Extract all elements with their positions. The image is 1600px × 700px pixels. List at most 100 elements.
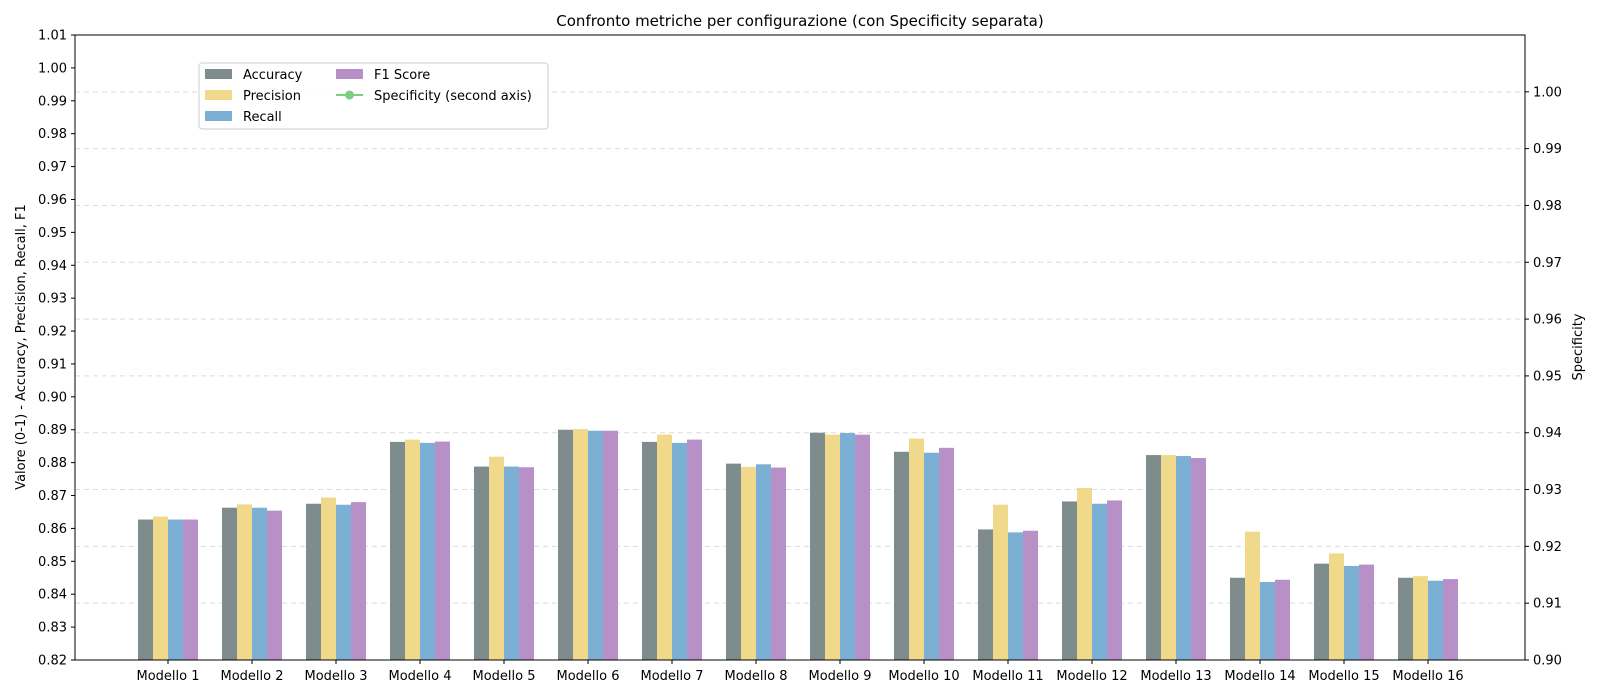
grid-lines [75,91,1525,661]
bars-group [138,429,1458,660]
y-tick-label: 0.94 [38,259,67,274]
x-tick-label: Modello 12 [1056,669,1127,684]
bar-recall [420,442,435,660]
x-tick-label: Modello 9 [808,669,871,684]
legend-label: Precision [243,89,301,104]
y-tick-label: 0.89 [38,423,67,438]
bar-f1-score [771,467,786,660]
legend-swatch [336,69,363,79]
bar-precision [573,429,588,660]
bar-precision [153,516,168,660]
bar-recall [840,433,855,660]
bar-recall [1428,580,1443,660]
legend-label: F1 Score [374,68,430,83]
bar-f1-score [603,430,618,660]
bar-accuracy [306,503,321,660]
y-tick-label: 0.92 [38,325,67,340]
bar-f1-score [1023,530,1038,660]
legend-label: Specificity (second axis) [374,89,532,104]
legend-swatch [205,69,232,79]
bar-precision [1413,576,1428,660]
bar-f1-score [1275,579,1290,660]
bar-f1-score [939,447,954,660]
bar-precision [657,434,672,660]
bar-precision [825,434,840,660]
bar-precision [741,466,756,660]
bar-recall [756,464,771,660]
legend: Accuracy Precision Recall F1 Score Specifici… [198,62,549,130]
x-tick-label: Modello 3 [304,669,367,684]
y-axis-left: 0.82 0.83 0.84 0.85 0.86 0.87 0.88 0.89 0.90 0.91… [38,29,75,669]
x-tick-label: Modello 5 [472,669,535,684]
bar-precision [405,439,420,660]
bar-accuracy [1146,455,1161,660]
y2-tick-label: 0.99 [1533,142,1562,157]
y-tick-label: 0.84 [38,588,67,603]
legend-marker [345,90,354,100]
y2-tick-label: 0.94 [1533,426,1562,441]
y-axis-right: 0.90 0.91 0.92 0.93 0.94 0.95 0.96 0.97 0.98 0.99… [1525,85,1562,669]
y-tick-label: 0.93 [38,292,67,307]
x-tick-label: Modello 13 [1140,669,1211,684]
bar-accuracy [390,441,405,660]
bar-precision [1161,455,1176,660]
y2-tick-label: 0.95 [1533,369,1562,384]
legend-label: Recall [243,110,282,125]
bar-accuracy [810,432,825,660]
y-tick-label: 0.88 [38,456,67,471]
y-tick-label: 0.97 [38,160,67,175]
y-tick-label: 1.01 [38,29,67,44]
legend-box [198,62,549,130]
bar-f1-score [855,434,870,660]
x-tick-label: Modello 8 [724,669,787,684]
bar-accuracy [558,429,573,660]
legend-label: Accuracy [243,68,303,83]
bar-precision [909,438,924,660]
bar-f1-score [267,510,282,660]
bar-accuracy [1230,577,1245,660]
bar-precision [993,504,1008,660]
x-tick-label: Modello 16 [1392,669,1463,684]
bar-precision [237,504,252,660]
y-axis-label: Valore (0-1) - Accuracy, Precision, Reca… [14,204,29,490]
x-tick-label: Modello 2 [220,669,283,684]
y-tick-label: 0.87 [38,489,67,504]
bar-recall [336,504,351,660]
bar-recall [1260,582,1275,660]
bar-accuracy [138,519,153,660]
bar-recall [588,430,603,660]
legend-swatch [205,90,232,100]
y-tick-label: 0.99 [38,94,67,109]
y2-tick-label: 0.91 [1533,597,1562,612]
y2-tick-label: 0.98 [1533,199,1562,214]
y2-axis-label: Specificity [1571,313,1586,380]
bar-precision [1329,553,1344,660]
bar-f1-score [435,441,450,660]
bar-precision [1245,531,1260,660]
x-tick-label: Modello 7 [640,669,703,684]
x-axis: Modello 1 Modello 2 Modello 3 Modello 4 Mode… [136,660,1464,684]
y2-tick-label: 1.00 [1533,85,1562,100]
y-tick-label: 0.90 [38,390,67,405]
y-tick-label: 0.83 [38,621,67,636]
bar-f1-score [519,467,534,660]
bar-f1-score [687,439,702,660]
bar-recall [1344,565,1359,660]
y-tick-label: 0.95 [38,226,67,241]
bar-accuracy [474,466,489,660]
x-tick-label: Modello 1 [136,669,199,684]
bar-recall [504,466,519,660]
y-tick-label: 0.85 [38,555,67,570]
bar-recall [924,452,939,660]
bar-recall [252,507,267,660]
y-tick-label: 0.96 [38,193,67,208]
bar-accuracy [978,529,993,660]
bar-recall [1092,503,1107,660]
bar-recall [1176,456,1191,660]
y-tick-label: 0.98 [38,127,67,142]
x-tick-label: Modello 4 [388,669,451,684]
bar-precision [1077,487,1092,660]
y2-tick-label: 0.97 [1533,256,1562,271]
bar-accuracy [726,463,741,660]
